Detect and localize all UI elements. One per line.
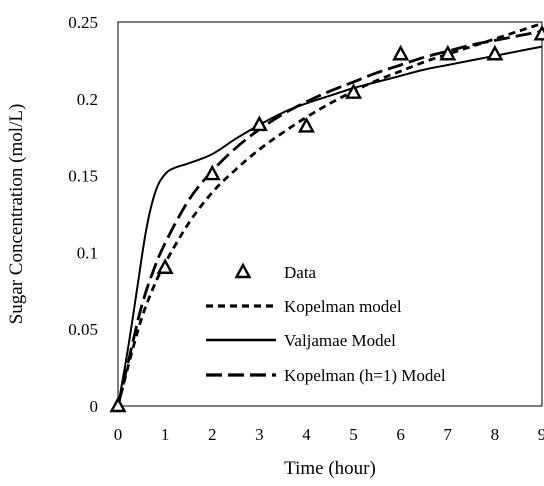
x-axis-title: Time (hour) <box>284 458 376 479</box>
x-tick-label: 8 <box>491 425 500 444</box>
series-layer <box>116 22 543 407</box>
data-point-marker <box>533 24 544 41</box>
y-tick-labels: 0 0.05 0.1 0.15 0.2 0.25 <box>68 13 98 416</box>
data-point-marker <box>109 396 127 413</box>
data-point-marker <box>486 44 504 61</box>
marker-layer <box>109 24 544 413</box>
x-tick-label: 2 <box>208 425 217 444</box>
y-tick-label: 0.1 <box>77 243 98 262</box>
y-axis-title: Sugar Concentration (mol/L) <box>6 104 27 325</box>
data-point-marker <box>250 115 268 132</box>
x-tick-label: 6 <box>396 425 405 444</box>
y-tick-label: 0.25 <box>68 13 98 32</box>
y-tick-label: 0 <box>90 397 99 416</box>
legend: Data Kopelman model Valjamae Model Kopelman… <box>206 262 446 385</box>
data-point-marker <box>156 258 174 274</box>
data-point-marker <box>345 83 363 99</box>
x-tick-label: 0 <box>114 425 123 444</box>
x-tick-labels: 0 1 2 3 4 5 6 7 8 9 <box>114 425 544 444</box>
legend-swatch-data <box>234 262 252 279</box>
x-tick-label: 3 <box>255 425 264 444</box>
legend-label-kopelman-model: Kopelman model <box>284 297 402 316</box>
x-tick-label: 5 <box>349 425 358 444</box>
legend-label-kopelman-h-1-model: Kopelman (h=1) Model <box>284 366 446 385</box>
y-tick-label: 0.15 <box>68 167 98 186</box>
plot-area <box>117 21 543 407</box>
legend-label-data: Data <box>284 263 317 282</box>
y-tick-label: 0.05 <box>68 320 98 339</box>
data-point-marker <box>439 44 457 61</box>
data-point-marker <box>297 116 315 133</box>
series-line-valjamae-model <box>117 45 543 407</box>
data-point-marker <box>203 164 221 181</box>
x-tick-label: 9 <box>538 425 544 444</box>
legend-label-valjamae-model: Valjamae Model <box>284 331 396 350</box>
data-point-marker <box>392 44 410 61</box>
x-tick-label: 1 <box>161 425 170 444</box>
y-tick-label: 0.2 <box>77 90 98 109</box>
series-line-kopelman-model <box>116 22 543 407</box>
x-tick-label: 4 <box>302 425 311 444</box>
x-tick-label: 7 <box>444 425 453 444</box>
series-line-kopelman-h-1-model <box>116 29 543 407</box>
